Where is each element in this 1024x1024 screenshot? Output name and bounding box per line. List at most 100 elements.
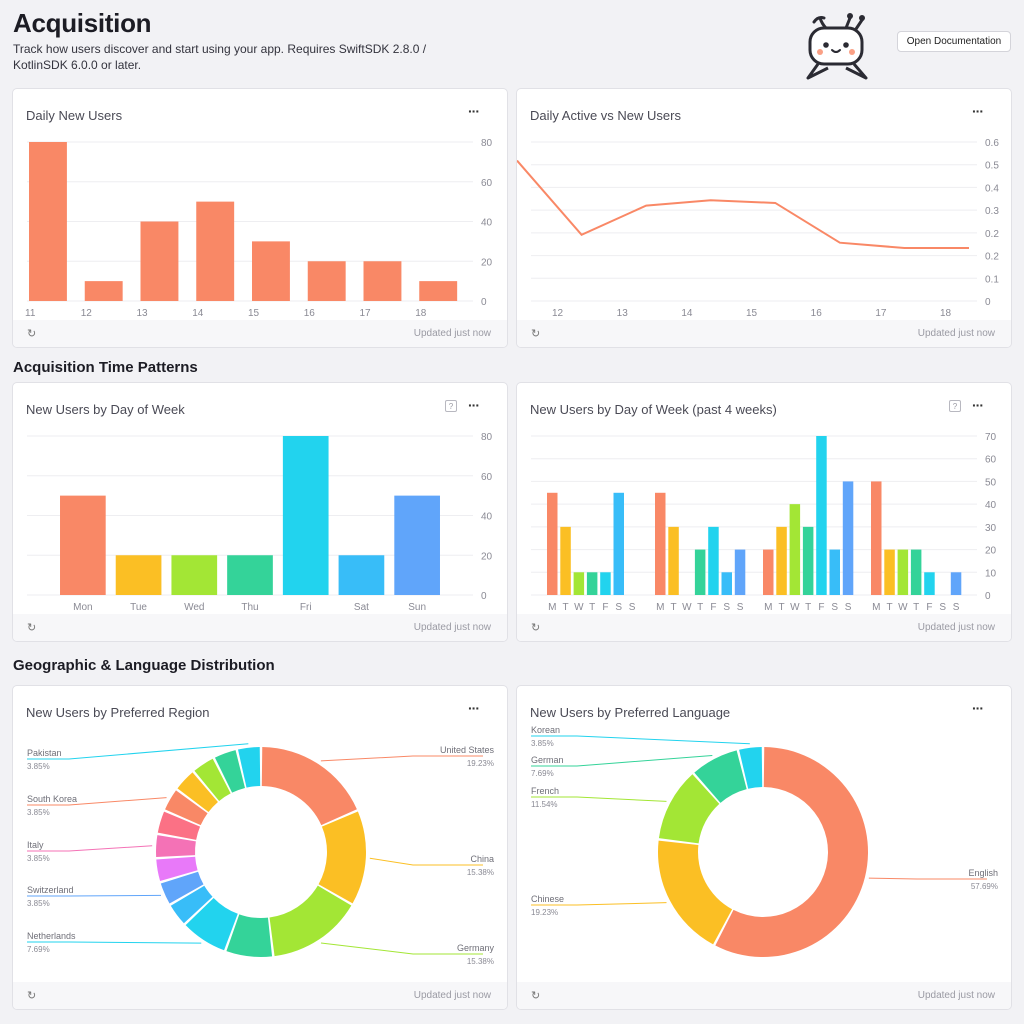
pie-slice (739, 747, 763, 789)
more-menu-icon[interactable]: ··· (468, 397, 480, 413)
mascot-logo (806, 13, 868, 80)
bar (29, 142, 67, 301)
y-tick-label: 0 (481, 297, 487, 308)
more-menu-icon[interactable]: ··· (468, 103, 480, 119)
more-menu-icon[interactable]: ··· (972, 700, 984, 716)
bar (816, 436, 827, 595)
bar (950, 572, 962, 595)
x-tick-label: T (805, 602, 811, 613)
card-title: New Users by Preferred Region (26, 705, 210, 720)
refresh-icon[interactable]: ↻ (531, 990, 541, 1002)
card-footer: ↻ Updated just now (517, 982, 1011, 1009)
x-tick-label: T (913, 602, 919, 613)
x-tick-label: 15 (746, 308, 758, 319)
bar (829, 549, 840, 595)
slice-label: Pakistan (27, 748, 62, 758)
pie-slice (694, 750, 747, 803)
y-tick-label: 0.4 (985, 183, 999, 194)
refresh-icon[interactable]: ↻ (27, 990, 37, 1002)
leader-line (369, 857, 483, 866)
leader-line (27, 941, 202, 944)
more-menu-icon[interactable]: ··· (972, 103, 984, 119)
x-tick-label: 15 (248, 308, 260, 319)
card-title: New Users by Day of Week (26, 402, 185, 417)
y-tick-label: 80 (481, 432, 493, 443)
bar (884, 549, 895, 595)
refresh-icon[interactable]: ↻ (531, 328, 541, 340)
y-tick-label: 10 (985, 568, 997, 579)
bar (871, 481, 882, 595)
x-tick-label: 12 (81, 308, 93, 319)
bar (307, 261, 346, 301)
x-tick-label: M (548, 602, 556, 613)
y-tick-label: 60 (985, 455, 997, 466)
x-tick-label: S (953, 602, 960, 613)
updated-status: Updated just now (413, 990, 491, 1001)
more-menu-icon[interactable]: ··· (468, 700, 480, 716)
x-tick-label: F (602, 602, 608, 613)
y-tick-label: 0 (481, 591, 487, 602)
bar (252, 241, 290, 301)
pie-slice (165, 790, 208, 826)
y-tick-label: 50 (985, 477, 997, 488)
series-line (517, 159, 969, 249)
leader-line (27, 797, 167, 806)
y-tick-label: 60 (481, 472, 493, 483)
x-tick-label: 12 (552, 308, 564, 319)
leader-line (531, 796, 667, 802)
y-tick-label: 0.2 (985, 252, 999, 263)
y-tick-label: 40 (481, 218, 493, 229)
pie-slice (157, 811, 201, 840)
leader-line (320, 942, 483, 955)
open-documentation-button[interactable]: Open Documentation (897, 31, 1011, 52)
bar (721, 572, 732, 595)
slice-percent: 7.69% (531, 769, 554, 778)
bar (171, 555, 218, 595)
x-tick-label: Sun (408, 602, 426, 613)
pie-slice (214, 750, 245, 793)
language-card: New Users by Preferred Language ··· Engl… (516, 685, 1012, 1010)
y-tick-label: 80 (481, 138, 493, 149)
card-title: New Users by Preferred Language (530, 705, 731, 720)
bar (668, 526, 679, 595)
bar (763, 549, 774, 595)
refresh-icon[interactable]: ↻ (27, 328, 37, 340)
pie-slice (177, 772, 218, 812)
pie-slice (194, 758, 231, 801)
bar (196, 201, 235, 301)
y-tick-label: 0 (985, 297, 991, 308)
refresh-icon[interactable]: ↻ (531, 622, 541, 634)
refresh-icon[interactable]: ↻ (27, 622, 37, 634)
slice-label: Germany (457, 943, 495, 953)
daily-new-users-card: Daily New Users ··· 0 20 40 60 80 11 12 13 14 15 1… (12, 88, 508, 348)
bar (84, 281, 123, 301)
slice-label: Switzerland (27, 885, 74, 895)
more-menu-icon[interactable]: ··· (972, 397, 984, 413)
x-tick-label: M (656, 602, 664, 613)
x-tick-label: 13 (617, 308, 629, 319)
x-tick-label: W (898, 602, 908, 613)
slice-percent: 15.38% (467, 868, 494, 877)
bar (842, 481, 854, 595)
x-tick-label: 18 (940, 308, 952, 319)
help-icon[interactable]: ? (445, 400, 457, 412)
slice-percent: 3.85% (27, 899, 50, 908)
y-tick-label: 0.1 (985, 274, 999, 285)
help-icon[interactable]: ? (949, 400, 961, 412)
card-title: New Users by Day of Week (past 4 weeks) (530, 402, 777, 417)
slice-label: United States (440, 745, 495, 755)
bar (600, 572, 611, 595)
daily-new-users-chart: 0 20 40 60 80 11 12 13 14 15 16 17 18 (25, 138, 493, 319)
x-tick-label: 16 (304, 308, 316, 319)
bar (613, 492, 624, 595)
leader-line (868, 877, 987, 880)
leader-line (531, 754, 713, 767)
card-title: Daily New Users (26, 108, 123, 123)
bar (338, 555, 385, 595)
bar (560, 526, 571, 595)
bar (140, 221, 179, 301)
y-tick-label: 60 (481, 178, 493, 189)
slice-percent: 15.38% (467, 957, 494, 966)
x-tick-label: T (589, 602, 595, 613)
